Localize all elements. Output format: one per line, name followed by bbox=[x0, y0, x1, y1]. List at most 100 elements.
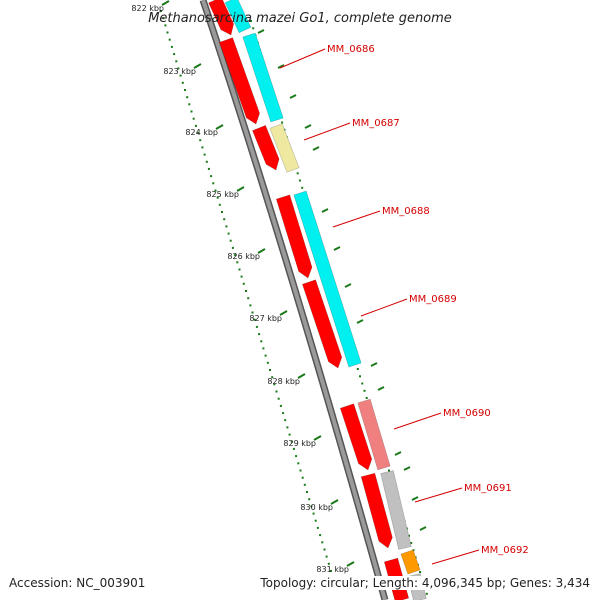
scale-dot bbox=[218, 203, 221, 206]
accession-label: Accession: NC_003901 bbox=[9, 576, 146, 590]
scale-dot bbox=[207, 167, 210, 170]
scale-dot bbox=[323, 548, 326, 551]
scale-tick-outer bbox=[304, 124, 312, 129]
gene-label-leader bbox=[279, 48, 326, 69]
scale-dot bbox=[312, 512, 315, 515]
scale-dot bbox=[240, 275, 243, 278]
scale-tick-label: 823 kbp bbox=[163, 67, 196, 76]
scale-tick-outer bbox=[277, 64, 285, 69]
scale-dot bbox=[201, 146, 204, 149]
scale-dot bbox=[275, 390, 278, 393]
gene-label[interactable]: MM_0692 bbox=[481, 545, 529, 556]
scale-tick bbox=[313, 435, 322, 441]
scale-dot bbox=[179, 74, 182, 77]
scale-dot bbox=[162, 17, 165, 20]
scale-dot bbox=[260, 340, 263, 343]
gene-label-leader bbox=[393, 412, 442, 430]
scale-tick-outer bbox=[403, 466, 411, 471]
scale-tick bbox=[330, 499, 339, 505]
scale-dot bbox=[319, 534, 322, 537]
backbone bbox=[201, 0, 387, 600]
scale-dot bbox=[277, 397, 280, 400]
scale-ticks: 822 kbp 823 kbp 824 kbp 825 kbp 826 kbp 827 k… bbox=[131, 0, 427, 574]
scale-dot bbox=[212, 182, 215, 185]
cds-feature bbox=[302, 279, 343, 369]
cds-feature bbox=[208, 0, 234, 36]
gene-label[interactable]: MM_0691 bbox=[464, 483, 512, 494]
scale-dot bbox=[177, 67, 180, 70]
scale-dot bbox=[310, 505, 313, 508]
scale-dot-outer bbox=[359, 375, 361, 378]
scale-dot bbox=[221, 211, 223, 213]
scale-tick-label: 824 kbp bbox=[185, 128, 218, 137]
gene-label[interactable]: MM_0688 bbox=[382, 206, 430, 217]
scale-tick bbox=[215, 124, 224, 130]
cog-feature bbox=[357, 398, 391, 471]
scale-dot bbox=[299, 469, 302, 472]
cds-feature bbox=[339, 403, 373, 471]
scale-dot-outer bbox=[410, 542, 413, 544]
scale-dot bbox=[173, 53, 176, 56]
scale-dot bbox=[166, 31, 169, 34]
scale-dot-outer bbox=[419, 571, 422, 573]
scale-tick-outer bbox=[356, 319, 364, 324]
scale-tick bbox=[346, 561, 355, 567]
scale-tick-label: 829 kbp bbox=[283, 439, 316, 448]
gene-label[interactable]: MM_0686 bbox=[327, 44, 375, 55]
gene-label-leader bbox=[414, 487, 463, 503]
scale-tick-outer bbox=[377, 386, 385, 391]
scale-dot bbox=[186, 96, 189, 99]
cog-feature bbox=[269, 123, 300, 173]
scale-dot bbox=[284, 419, 287, 422]
scale-dot bbox=[279, 404, 282, 407]
scale-dot bbox=[238, 268, 241, 271]
cds-feature bbox=[219, 37, 260, 125]
scale-dot bbox=[282, 412, 285, 415]
scale-dot bbox=[266, 361, 269, 364]
scale-dot bbox=[229, 239, 232, 242]
scale-tick bbox=[193, 63, 202, 69]
scale-dot bbox=[316, 526, 319, 529]
topology-label: Topology: circular; Length: 4,096,345 bp… bbox=[260, 576, 590, 590]
scale-tick-outer bbox=[344, 283, 352, 288]
cog-feature bbox=[380, 470, 412, 550]
scale-dot-outer bbox=[388, 469, 390, 472]
scale-tick-outer bbox=[321, 208, 329, 213]
gene-label-leader bbox=[332, 210, 381, 228]
scale-dot bbox=[273, 383, 276, 386]
scale-dot-outer bbox=[301, 186, 304, 189]
scale-tick-label: 831 kbp bbox=[316, 565, 349, 574]
scale-dot bbox=[190, 110, 193, 113]
scale-dot-outer bbox=[296, 172, 299, 175]
scale-dot bbox=[160, 10, 162, 12]
scale-dot bbox=[251, 311, 254, 314]
gene-label[interactable]: MM_0687 bbox=[352, 118, 400, 129]
gene-label-leader bbox=[303, 122, 351, 141]
scale-dot bbox=[297, 462, 300, 465]
scale-dot-outer bbox=[298, 179, 301, 182]
scale-dot bbox=[255, 325, 258, 328]
scale-dot-outer bbox=[252, 27, 255, 30]
scale-dot-outer bbox=[250, 20, 252, 22]
scale-tick-outer bbox=[419, 526, 427, 531]
scale-dot bbox=[231, 246, 234, 249]
scale-dot bbox=[262, 347, 265, 350]
scale-tick-outer bbox=[257, 29, 265, 34]
scale-dot bbox=[306, 491, 308, 493]
gene-label[interactable]: MM_0690 bbox=[443, 408, 491, 419]
cds-feature bbox=[252, 125, 280, 171]
scale-dot bbox=[210, 175, 213, 178]
scale-dot-outer bbox=[356, 368, 359, 370]
scale-dot bbox=[249, 304, 252, 307]
scale-dot bbox=[286, 426, 289, 429]
scale-tick-outer bbox=[289, 94, 297, 99]
scale-dot bbox=[194, 124, 197, 127]
scale-dot bbox=[214, 189, 217, 192]
scale-dot bbox=[216, 196, 219, 199]
scale-tick-outer bbox=[370, 362, 378, 367]
scale-dot bbox=[242, 282, 245, 285]
scale-dot bbox=[168, 38, 171, 41]
gene-label[interactable]: MM_0689 bbox=[409, 294, 457, 305]
scale-tick-label: 826 kbp bbox=[227, 252, 260, 261]
scale-dot bbox=[245, 290, 247, 292]
